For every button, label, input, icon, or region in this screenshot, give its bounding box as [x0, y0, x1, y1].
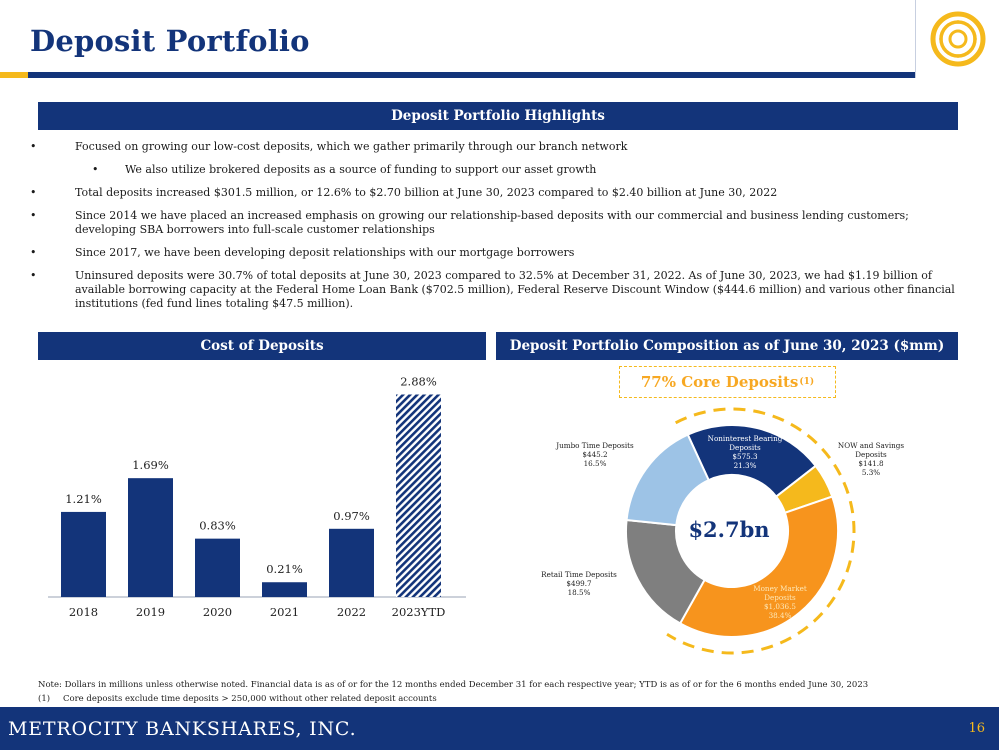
- footnotes: Note: Dollars in millions unless otherwi…: [38, 678, 868, 706]
- bar-2023YTD: [396, 394, 441, 597]
- slice-label-now-savings: NOW and Savings Deposits $141.8 5.3%: [837, 441, 905, 477]
- x-tick-label: 2018: [69, 605, 98, 619]
- highlight-item: • Uninsured deposits were 30.7% of total …: [30, 269, 955, 310]
- composition-header: Deposit Portfolio Composition as of June…: [496, 332, 958, 360]
- highlights-header: Deposit Portfolio Highlights: [38, 102, 958, 130]
- slice-label-jumbo-time: Jumbo Time Deposits $445.2 16.5%: [556, 441, 634, 468]
- highlight-item: • Focused on growing our low-cost deposit…: [30, 140, 628, 153]
- bar-value-label: 0.83%: [199, 519, 236, 533]
- bullet-icon: •: [30, 269, 37, 282]
- bullet-icon: •: [30, 140, 37, 153]
- page-number: 16: [968, 721, 985, 736]
- logo-box: [915, 0, 999, 78]
- bar-value-label: 1.21%: [65, 492, 102, 506]
- title-rule-accent: [0, 72, 28, 78]
- highlight-item: • Since 2014 we have placed an increased …: [30, 209, 909, 236]
- bullet-icon: •: [30, 209, 37, 222]
- slice-money-market-deposits: [678, 495, 839, 638]
- bar-2019: [128, 478, 173, 597]
- x-tick-label: 2020: [203, 605, 232, 619]
- x-tick-label: 2021: [270, 605, 299, 619]
- bar-2020: [195, 538, 240, 597]
- highlight-item: • Total deposits increased $301.5 million…: [30, 186, 778, 199]
- slice-jumbo-time-deposits: [625, 433, 710, 527]
- bullet-icon: •: [30, 246, 37, 259]
- bar-value-label: 0.21%: [266, 562, 303, 576]
- footnote-1: (1) Core deposits exclude time deposits …: [38, 694, 437, 704]
- footer-bar: METROCITY BANKSHARES, INC. 16: [0, 707, 999, 750]
- cost-of-deposits-header: Cost of Deposits: [38, 332, 486, 360]
- bar-value-label: 1.69%: [132, 458, 169, 472]
- donut-center-total: $2.7bn: [688, 517, 770, 542]
- bar-value-label: 0.97%: [333, 509, 370, 523]
- title-area: Deposit Portfolio: [0, 0, 915, 72]
- highlight-subitem: • We also utilize brokered deposits as a …: [92, 163, 597, 176]
- footer-company-name: METROCITY BANKSHARES, INC.: [8, 718, 357, 740]
- x-tick-label: 2019: [136, 605, 165, 619]
- cost-of-deposits-chart: 1.21% 2018 1.69% 2019 0.83% 2020 0.21% 2021 0.97…: [48, 375, 466, 619]
- bar-2022: [329, 528, 374, 597]
- highlights-list: • Focused on growing our low-cost deposit…: [30, 140, 960, 320]
- slice-label-money-market: Money Market Deposits $1,036.5 38.4%: [753, 584, 807, 620]
- core-deposits-arc: [666, 407, 856, 655]
- bar-value-label: 2.88%: [400, 375, 437, 389]
- core-deposits-callout: 77% Core Deposits (1): [619, 366, 836, 398]
- bar-2021: [262, 582, 307, 597]
- deposit-composition-chart: [625, 407, 856, 655]
- x-tick-label: 2023YTD: [392, 605, 446, 619]
- title-rule: [0, 72, 915, 78]
- footnote-note: Note: Dollars in millions unless otherwi…: [38, 680, 869, 690]
- highlight-item: • Since 2017, we have been developing dep…: [30, 246, 575, 259]
- slice-label-noninterest: Noninterest Bearing Deposits $575.3 21.3…: [707, 434, 783, 470]
- bullet-icon: •: [92, 163, 99, 176]
- page-title: Deposit Portfolio: [30, 24, 310, 58]
- slice-label-retail-time: Retail Time Deposits $499.7 18.5%: [541, 570, 617, 597]
- metrocity-logo-icon: [930, 11, 986, 67]
- x-tick-label: 2022: [337, 605, 366, 619]
- bar-2018: [61, 511, 106, 597]
- bullet-icon: •: [30, 186, 37, 199]
